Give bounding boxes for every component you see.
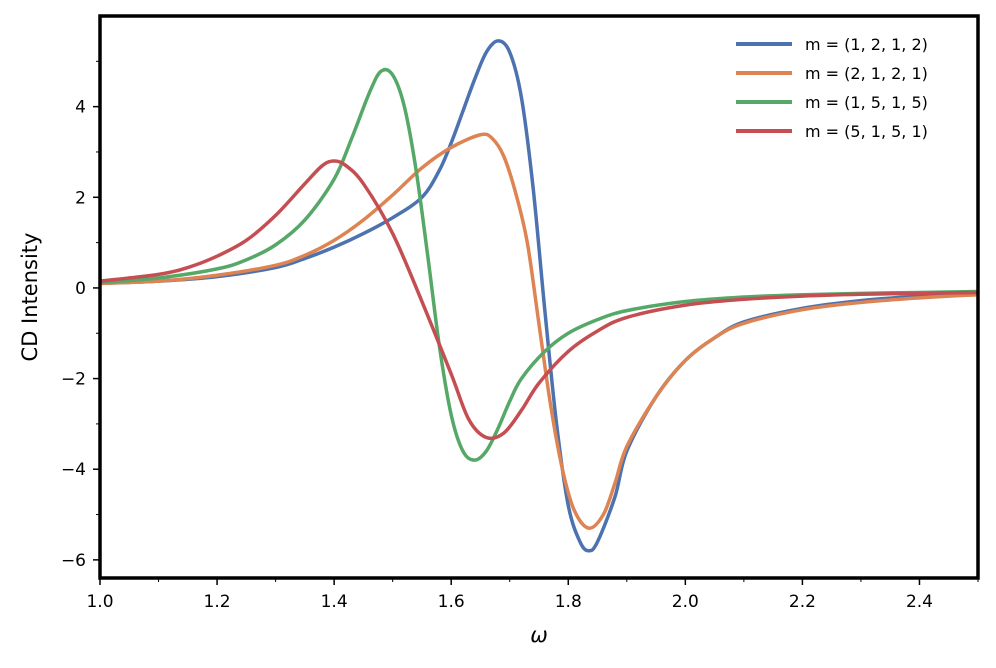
x-tick-label: 1.4: [321, 592, 348, 612]
y-tick-label: −6: [61, 551, 86, 571]
x-tick-label: 1.8: [555, 592, 582, 612]
plot-area: [100, 39, 978, 553]
series-line-4: [100, 159, 978, 441]
legend-label-1: m = (1, 2, 1, 2): [805, 35, 928, 54]
y-tick-label: 4: [75, 98, 86, 118]
series-line-2: [100, 132, 978, 530]
x-axis-title: ω: [530, 623, 548, 647]
legend: m = (1, 2, 1, 2) m = (2, 1, 2, 1) m = (1, …: [736, 35, 928, 141]
plot-frame: [98, 14, 980, 580]
x-tick-label: 1.0: [86, 592, 113, 612]
legend-label-4: m = (5, 1, 5, 1): [805, 122, 928, 141]
x-tick-label: 2.4: [906, 592, 933, 612]
x-tick-label: 1.6: [438, 592, 465, 612]
legend-label-3: m = (1, 5, 1, 5): [805, 93, 928, 112]
x-tick-label: 2.0: [672, 592, 699, 612]
y-tick-label: −4: [61, 460, 86, 480]
y-tick-label: 2: [75, 188, 86, 208]
series-line-3: [100, 67, 978, 462]
x-tick-label: 2.2: [789, 592, 816, 612]
y-tick-label: −2: [61, 370, 86, 390]
y-tick-label: 0: [75, 279, 86, 299]
legend-label-2: m = (2, 1, 2, 1): [805, 64, 928, 83]
x-tick-label: 1.2: [204, 592, 231, 612]
y-axis-title: CD Intensity: [18, 233, 42, 362]
axis-ticks: 1.0 1.2 1.4 1.6 1.8 2.0 2.2 2.4 −6 −4 −2 0 2 4: [61, 60, 979, 612]
